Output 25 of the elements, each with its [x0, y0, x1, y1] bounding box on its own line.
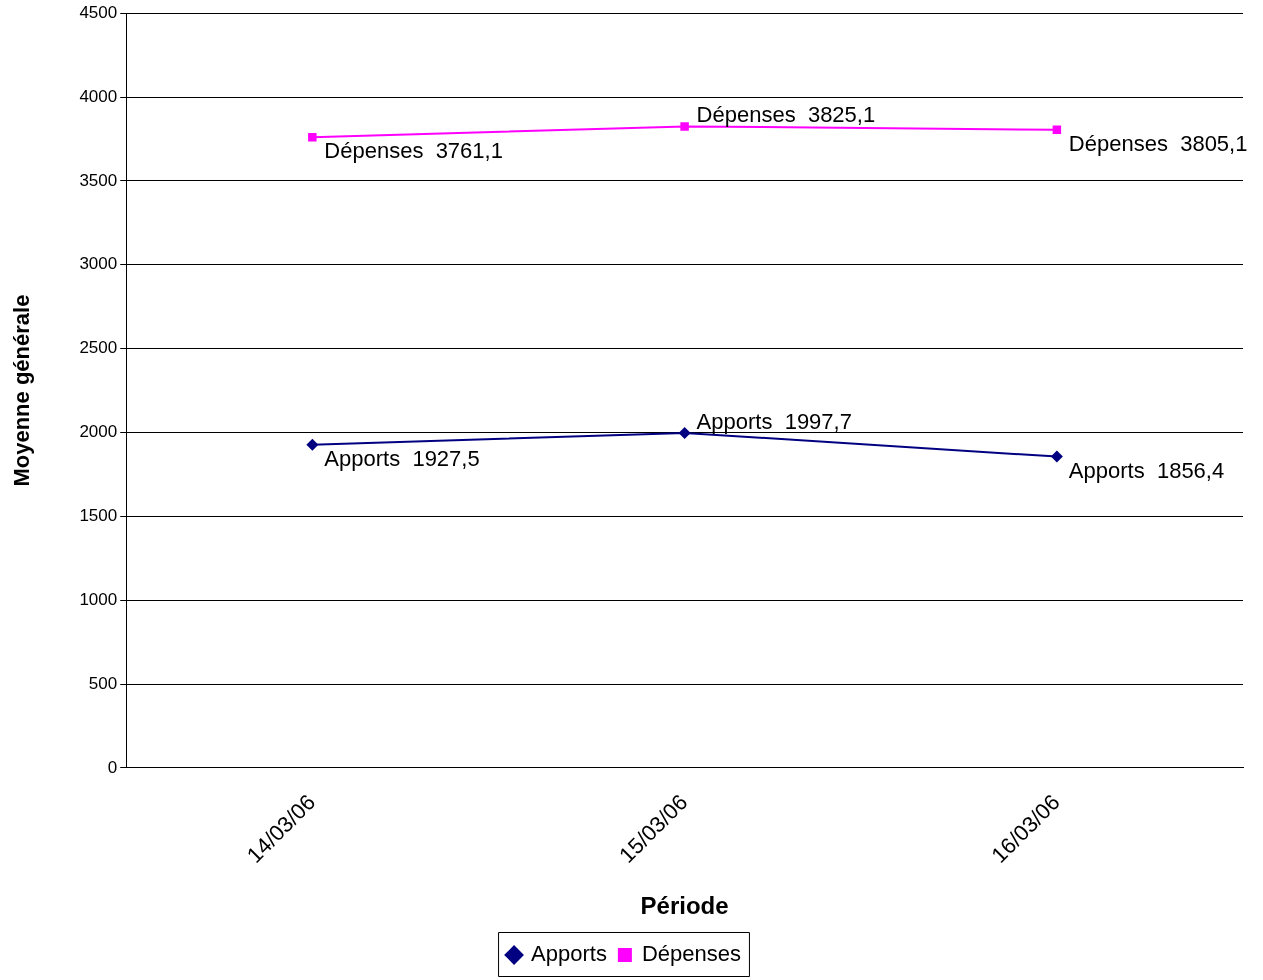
legend-label: Apports — [531, 941, 607, 967]
data-label: Apports 1856,4 — [1068, 457, 1225, 483]
point — [1050, 450, 1063, 463]
y-axis-title: Moyenne générale — [9, 294, 35, 487]
point — [308, 132, 317, 142]
y-tick-label: 2000 — [79, 422, 118, 442]
data-label: Apports 1927,5 — [324, 445, 480, 471]
legend-label: Dépenses — [641, 941, 741, 967]
y-tick-label: 0 — [107, 757, 118, 777]
point — [680, 122, 689, 131]
data-label: Dépenses 3825,1 — [696, 102, 876, 128]
data-label: Apports 1997,7 — [696, 408, 852, 434]
data-label: Dépenses 3805,1 — [1068, 130, 1248, 156]
data-label: Dépenses 3761,1 — [324, 138, 503, 164]
point — [678, 426, 691, 439]
y-tick-label: 3000 — [79, 254, 118, 274]
x-axis-title: Période — [640, 892, 729, 920]
y-tick-label: 4000 — [79, 86, 118, 106]
point — [306, 438, 319, 451]
y-tick-label: 2500 — [79, 338, 118, 358]
y-tick-label: 500 — [88, 673, 118, 693]
y-tick-label: 4500 — [79, 2, 118, 22]
y-tick-label: 1000 — [79, 589, 118, 609]
y-tick-label: 3500 — [79, 170, 118, 190]
y-tick-label: 1500 — [79, 506, 118, 526]
